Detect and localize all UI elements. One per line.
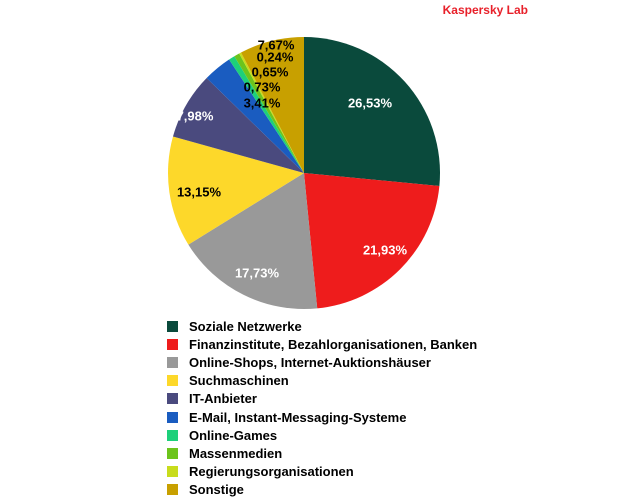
legend-item: Online-Games — [167, 426, 477, 444]
brand-label: Kaspersky Lab — [442, 3, 528, 17]
slice-data-label: 21,93% — [363, 242, 408, 257]
slice-data-label: 0,24% — [257, 49, 294, 64]
legend-item: Online-Shops, Internet-Auktionshäuser — [167, 353, 477, 371]
legend-label: IT-Anbieter — [189, 391, 257, 407]
legend-item: Suchmaschinen — [167, 372, 477, 390]
slice-data-label: 13,15% — [177, 184, 222, 199]
legend-swatch — [167, 338, 178, 350]
pie-slice — [240, 37, 304, 173]
pie-slice — [172, 78, 304, 173]
pie-slice — [229, 56, 304, 173]
legend-swatch — [167, 356, 178, 368]
legend-label: Massenmedien — [189, 445, 283, 461]
legend-swatch — [167, 466, 178, 478]
legend-item: Finanzinstitute, Bezahlorganisationen, B… — [167, 335, 477, 353]
pie-slice — [168, 136, 304, 245]
legend-label: Sonstige — [189, 482, 244, 498]
legend-item: IT-Anbieter — [167, 390, 477, 408]
slice-data-label: 26,53% — [348, 95, 393, 110]
legend-swatch — [167, 447, 178, 459]
legend-label: Regierungsorganisationen — [189, 464, 354, 480]
pie-chart: 26,53%21,93%17,73%13,15%7,98%3,41%0,73%0… — [168, 37, 441, 309]
slice-data-label: 7,67% — [258, 37, 295, 52]
legend-label: Online-Games — [189, 427, 278, 443]
slice-data-label: 0,65% — [252, 64, 289, 79]
pie-slice — [239, 52, 304, 173]
legend-swatch — [167, 320, 178, 332]
legend-label: Finanzinstitute, Bezahlorganisationen, B… — [189, 336, 478, 352]
legend-label: E-Mail, Instant-Messaging-Systeme — [189, 409, 407, 425]
slice-data-label: 7,98% — [177, 108, 214, 123]
pie-slice — [206, 59, 304, 173]
legend-label: Suchmaschinen — [189, 373, 289, 389]
legend-item: Soziale Netzwerke — [167, 317, 477, 335]
pie-slice — [188, 173, 318, 309]
legend-item: Massenmedien — [167, 444, 477, 462]
legend-swatch — [167, 393, 178, 405]
pie-slice — [304, 173, 440, 309]
legend-item: E-Mail, Instant-Messaging-Systeme — [167, 408, 477, 426]
slice-data-label: 17,73% — [235, 265, 280, 280]
slice-data-label: 3,41% — [244, 95, 281, 110]
pie-slice — [304, 37, 441, 187]
slice-data-label: 0,73% — [244, 79, 281, 94]
legend-swatch — [167, 411, 178, 423]
legend-swatch — [167, 484, 178, 496]
legend-label: Soziale Netzwerke — [189, 318, 302, 334]
pie-slice — [234, 53, 304, 173]
legend-swatch — [167, 375, 178, 387]
legend-swatch — [167, 429, 178, 441]
legend-item: Sonstige — [167, 481, 477, 499]
legend-label: Online-Shops, Internet-Auktionshäuser — [189, 354, 431, 370]
legend: Soziale Netzwerke Finanzinstitute, Bezahl… — [167, 317, 477, 499]
legend-item: Regierungsorganisationen — [167, 463, 477, 481]
